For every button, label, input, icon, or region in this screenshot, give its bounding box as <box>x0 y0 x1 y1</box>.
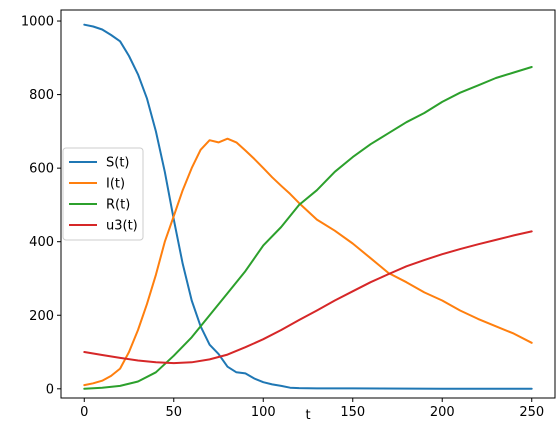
x-tick-label: 0 <box>80 405 88 420</box>
plot-frame <box>60 9 556 399</box>
legend-box <box>62 147 144 241</box>
legend: S(t) I(t) R(t) u3(t) <box>62 147 144 241</box>
legend-label: u3(t) <box>106 219 138 234</box>
x-tick-label: 150 <box>340 405 365 420</box>
ticks-layer: 0 50 100 150 200 250 0 200 400 600 800 1000 <box>21 15 544 420</box>
x-axis-label: t <box>305 408 310 423</box>
x-tick-label: 100 <box>251 405 276 420</box>
series-layer <box>83 23 533 390</box>
legend-label: I(t) <box>106 177 125 192</box>
y-tick-label: 1000 <box>21 15 54 30</box>
y-tick-label: 200 <box>29 309 54 324</box>
x-tick-label: 250 <box>519 405 544 420</box>
x-tick-label: 50 <box>165 405 182 420</box>
series-line-rt <box>83 66 533 390</box>
y-tick-label: 400 <box>29 235 54 250</box>
legend-label: S(t) <box>106 156 130 171</box>
series-line-it <box>83 137 533 387</box>
legend-label: R(t) <box>106 198 130 213</box>
x-tick-label: 200 <box>430 405 455 420</box>
series-line-u3t <box>83 230 533 365</box>
y-tick-label: 0 <box>46 382 54 397</box>
y-tick-label: 800 <box>29 88 54 103</box>
y-tick-label: 600 <box>29 162 54 177</box>
series-line-st <box>83 23 533 390</box>
